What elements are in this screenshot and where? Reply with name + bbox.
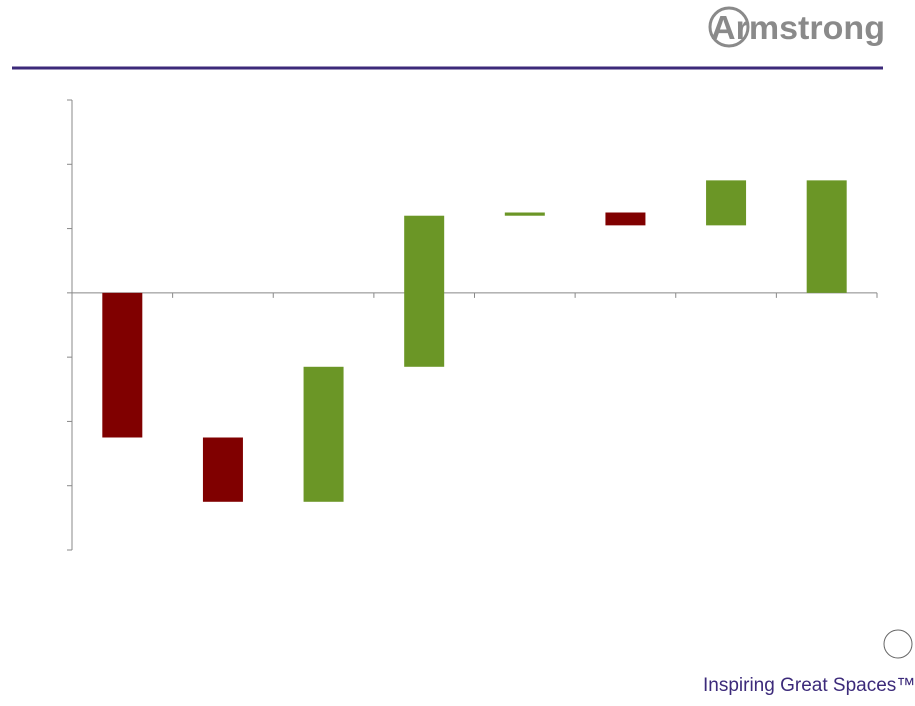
tagline: Inspiring Great Spaces™ [703, 675, 915, 696]
bar [303, 366, 344, 502]
bar [605, 212, 646, 226]
bar [102, 292, 143, 438]
bar [806, 180, 847, 293]
bar [706, 180, 747, 226]
logo-ring [708, 6, 750, 48]
logo: Armstrong [711, 9, 885, 46]
bar [504, 212, 545, 216]
bar [404, 215, 445, 367]
plot [67, 99, 878, 551]
bar [202, 437, 243, 502]
page-badge [883, 629, 913, 659]
